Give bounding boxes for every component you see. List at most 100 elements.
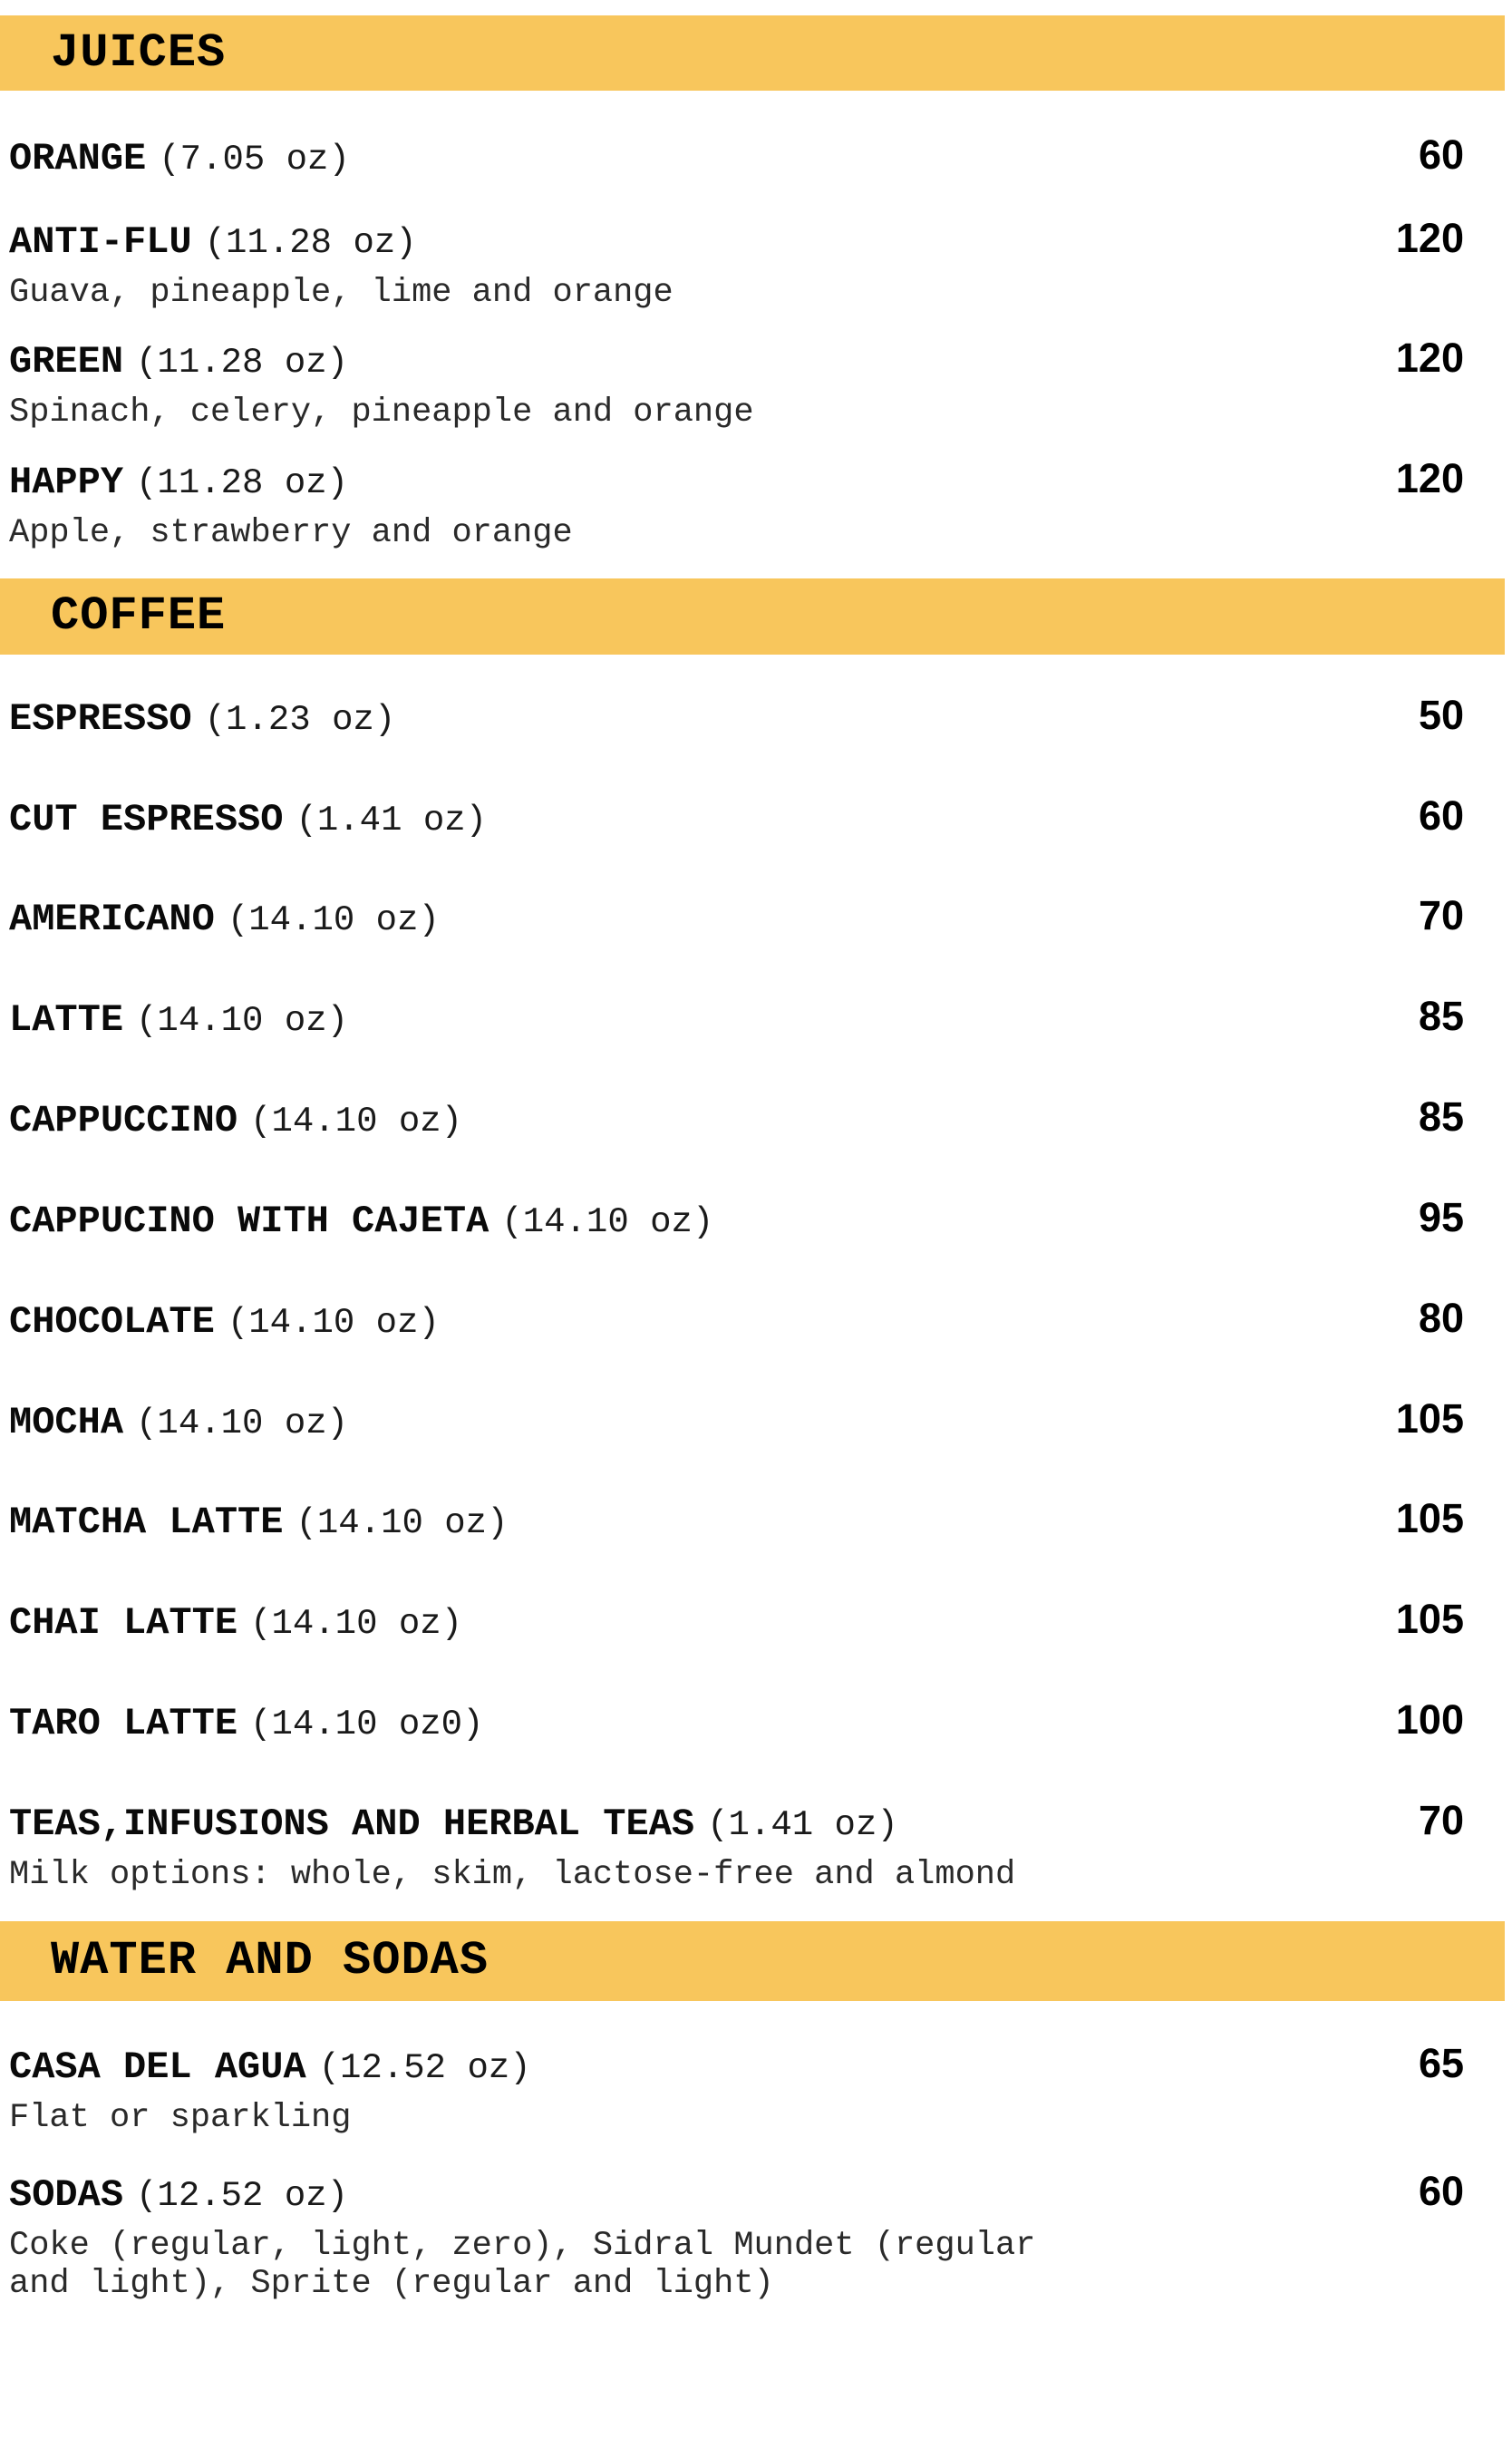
section-header-water-and-sodas: WATER AND SODAS [0, 1921, 1505, 2002]
menu-item-size: (12.52 oz) [318, 2048, 531, 2089]
menu-item-row[interactable]: CUT ESPRESSO (1.41 oz) 60 [0, 792, 1512, 841]
menu-item-size: (14.10 oz) [136, 1403, 349, 1443]
menu-item-size: (14.10 oz) [501, 1201, 714, 1242]
menu-item-left: CAPPUCCINO (14.10 oz) [9, 1102, 462, 1141]
section-title-water-and-sodas: WATER AND SODAS [51, 1934, 489, 1988]
drinks-menu: JUICES ORANGE (7.05 oz) 60 ANTI-FLU (11.… [0, 15, 1512, 2303]
menu-item-price: 80 [1418, 1294, 1464, 1341]
section-header-juices: JUICES [0, 15, 1505, 91]
menu-item-size: (7.05 oz) [159, 140, 350, 180]
menu-item-size: (14.10 oz) [250, 1604, 463, 1645]
menu-item-name: AMERICANO [9, 898, 215, 942]
menu-item-size: (1.41 oz) [296, 800, 488, 840]
menu-item-size: (14.10 oz) [227, 900, 440, 941]
menu-item-row[interactable]: HAPPY (11.28 oz) 120 [0, 458, 1512, 502]
menu-item-name: CAPPUCCINO [9, 1099, 238, 1143]
menu-item-left: CAPPUCINO WITH CAJETA (14.10 oz) [9, 1202, 713, 1241]
menu-item-description: Guava, pineapple, lime and orange [9, 273, 674, 312]
menu-item-left: GREEN (11.28 oz) [9, 343, 348, 382]
menu-item-left: CUT ESPRESSO (1.41 oz) [9, 797, 488, 841]
menu-item-price: 105 [1395, 1596, 1464, 1643]
menu-item-name: CAPPUCINO WITH CAJETA [9, 1199, 489, 1243]
menu-item-price: 95 [1418, 1193, 1464, 1240]
menu-item-size: (1.23 oz) [204, 699, 396, 740]
menu-item-left: MOCHA (14.10 oz) [9, 1400, 349, 1444]
menu-item-price: 70 [1418, 892, 1464, 939]
menu-item-price: 120 [1395, 335, 1464, 382]
menu-item-size: (1.41 oz) [707, 1804, 898, 1845]
menu-item-left: TEAS,INFUSIONS AND HERBAL TEAS (1.41 oz) [9, 1802, 898, 1846]
menu-item-size: (14.10 oz) [296, 1503, 509, 1544]
menu-item-price: 60 [1418, 792, 1464, 839]
menu-item-price: 60 [1418, 2168, 1464, 2215]
menu-item-left: MATCHA LATTE (14.10 oz) [9, 1503, 509, 1542]
menu-item-row[interactable]: GREEN (11.28 oz) 120 [0, 337, 1512, 382]
section-title-juices: JUICES [51, 25, 227, 80]
menu-item-name: ORANGE [9, 137, 147, 180]
menu-item-row[interactable]: LATTE (14.10 oz) 85 [0, 996, 1512, 1040]
menu-item-price: 105 [1395, 1394, 1464, 1442]
menu-item-row[interactable]: CASA DEL AGUA (12.52 oz) 65 [0, 2043, 1512, 2087]
menu-item-price: 50 [1418, 691, 1464, 738]
menu-item-price: 120 [1395, 455, 1464, 502]
menu-item-name: TEAS,INFUSIONS AND HERBAL TEAS [9, 1802, 695, 1846]
menu-item-price: 60 [1418, 131, 1464, 178]
menu-item-row[interactable]: CAPPUCCINO (14.10 oz) 85 [0, 1096, 1512, 1141]
menu-item-name: ESPRESSO [9, 696, 192, 741]
menu-item-description: Coke (regular, light, zero), Sidral Mund… [9, 2226, 1036, 2303]
menu-item-name: LATTE [9, 998, 124, 1043]
menu-item-left: AMERICANO (14.10 oz) [9, 900, 440, 939]
menu-item-row[interactable]: MATCHA LATTE (14.10 oz) 105 [0, 1498, 1512, 1542]
menu-item-left: ESPRESSO (1.23 oz) [9, 696, 396, 741]
menu-item-price: 65 [1418, 2040, 1464, 2087]
section-items-coffee: ESPRESSO (1.23 oz) 50 CUT ESPRESSO (1.41… [0, 691, 1512, 1895]
menu-item-row[interactable]: CHAI LATTE (14.10 oz) 105 [0, 1598, 1512, 1643]
menu-item-name: CUT ESPRESSO [9, 797, 284, 841]
menu-item-left: CASA DEL AGUA (12.52 oz) [9, 2048, 531, 2087]
menu-item-name: CHAI LATTE [9, 1601, 238, 1646]
section-title-coffee: COFFEE [51, 588, 227, 643]
menu-item-name: TARO LATTE [9, 1701, 238, 1745]
menu-item-size: (12.52 oz) [136, 2176, 349, 2217]
menu-item-name: MATCHA LATTE [9, 1501, 284, 1545]
menu-item-description: Flat or sparkling [9, 2099, 352, 2138]
menu-item-row[interactable]: CAPPUCINO WITH CAJETA (14.10 oz) 95 [0, 1193, 1512, 1241]
menu-item-size: (11.28 oz) [204, 222, 417, 263]
menu-item-name: ANTI-FLU [9, 219, 192, 264]
menu-item-row[interactable]: ESPRESSO (1.23 oz) 50 [0, 691, 1512, 741]
menu-item-left: LATTE (14.10 oz) [9, 1001, 348, 1040]
menu-item-left: CHOCOLATE (14.10 oz) [9, 1299, 440, 1344]
menu-item-description: Apple, strawberry and orange [9, 513, 573, 552]
menu-item-name: SODAS [9, 2173, 124, 2218]
menu-item-price: 120 [1395, 214, 1464, 261]
menu-item-row[interactable]: ANTI-FLU (11.28 oz) 120 [0, 214, 1512, 264]
section-items-juices: ORANGE (7.05 oz) 60 ANTI-FLU (11.28 oz) … [0, 134, 1512, 553]
menu-item-name: MOCHA [9, 1400, 124, 1444]
menu-item-price: 100 [1395, 1695, 1464, 1743]
menu-item-left: TARO LATTE (14.10 oz0) [9, 1705, 484, 1744]
menu-item-name: CHOCOLATE [9, 1299, 215, 1344]
menu-item-size: (14.10 oz0) [250, 1704, 484, 1744]
menu-item-left: ORANGE (7.05 oz) [9, 140, 350, 179]
menu-item-row[interactable]: MOCHA (14.10 oz) 105 [0, 1394, 1512, 1444]
menu-item-name: CASA DEL AGUA [9, 2045, 306, 2090]
menu-item-price: 105 [1395, 1495, 1464, 1542]
section-header-coffee: COFFEE [0, 578, 1505, 655]
menu-item-price: 85 [1418, 993, 1464, 1040]
menu-item-row[interactable]: SODAS (12.52 oz) 60 [0, 2171, 1512, 2215]
menu-item-size: (14.10 oz) [136, 1001, 349, 1042]
menu-item-row[interactable]: TEAS,INFUSIONS AND HERBAL TEAS (1.41 oz)… [0, 1799, 1512, 1846]
menu-item-description: Milk options: whole, skim, lactose-free … [9, 1855, 1016, 1894]
menu-item-name: HAPPY [9, 461, 124, 505]
menu-item-row[interactable]: AMERICANO (14.10 oz) 70 [0, 895, 1512, 939]
menu-item-left: CHAI LATTE (14.10 oz) [9, 1604, 462, 1643]
menu-item-row[interactable]: CHOCOLATE (14.10 oz) 80 [0, 1297, 1512, 1342]
menu-item-row[interactable]: ORANGE (7.05 oz) 60 [0, 134, 1512, 179]
menu-item-size: (11.28 oz) [136, 343, 349, 384]
menu-item-name: GREEN [9, 340, 124, 384]
menu-item-row[interactable]: TARO LATTE (14.10 oz0) 100 [0, 1699, 1512, 1744]
menu-item-left: HAPPY (11.28 oz) [9, 463, 348, 502]
section-items-water-and-sodas: CASA DEL AGUA (12.52 oz) 65 Flat or spar… [0, 2043, 1512, 2303]
menu-item-size: (14.10 oz) [250, 1102, 463, 1142]
menu-item-left: SODAS (12.52 oz) [9, 2176, 348, 2215]
